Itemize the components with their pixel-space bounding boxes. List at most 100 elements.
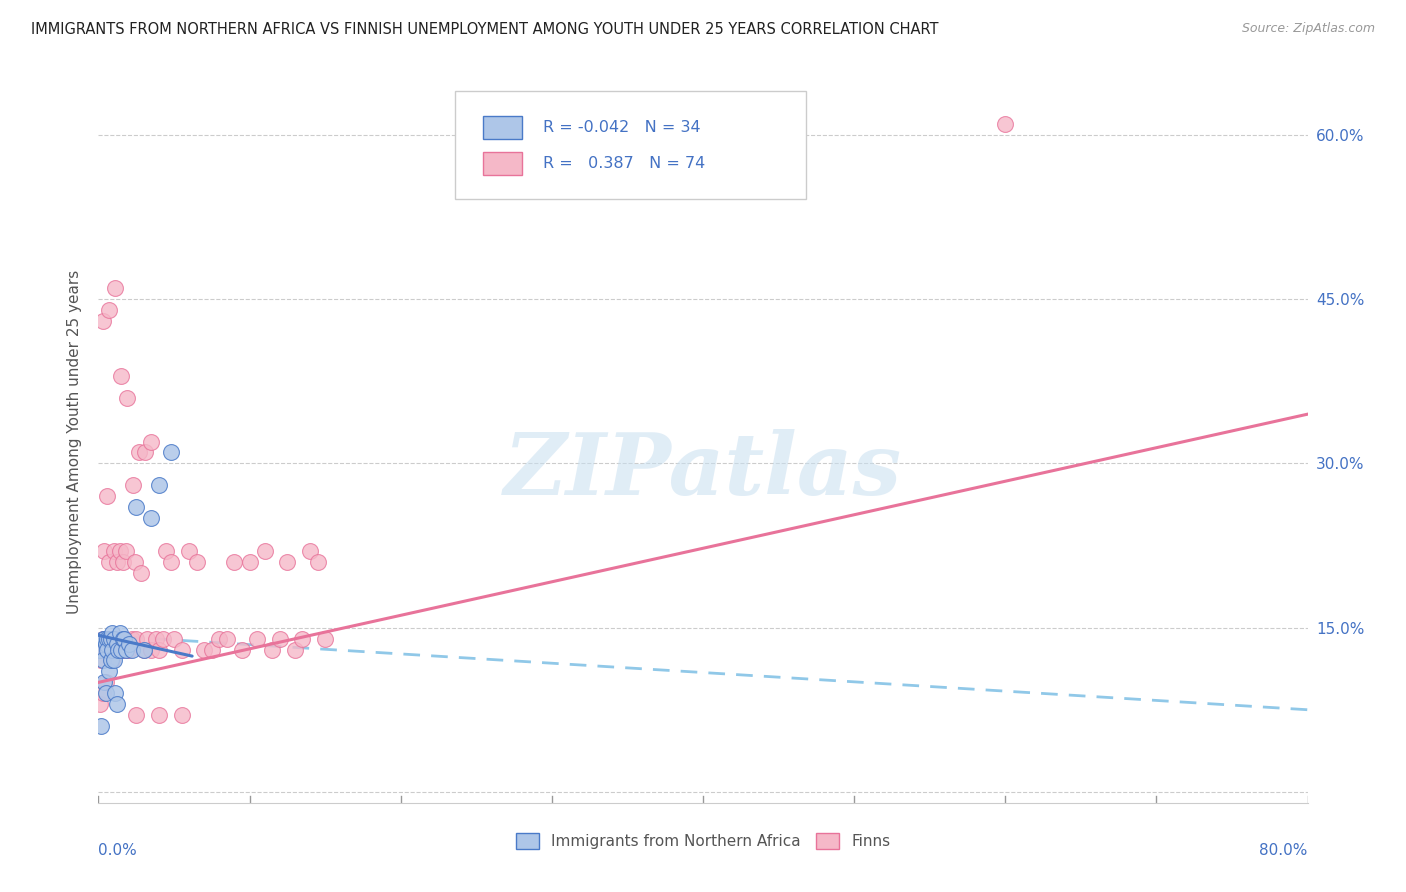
Legend: Immigrants from Northern Africa, Finns: Immigrants from Northern Africa, Finns xyxy=(508,825,898,856)
Point xyxy=(141,511,163,525)
Point xyxy=(215,632,238,646)
Point xyxy=(134,445,156,459)
Point xyxy=(132,642,155,657)
Point xyxy=(141,434,163,449)
FancyBboxPatch shape xyxy=(456,91,806,200)
Point xyxy=(163,632,186,646)
Point xyxy=(96,642,118,657)
Point xyxy=(186,555,208,569)
Point xyxy=(93,642,115,657)
Point xyxy=(90,719,112,733)
Point xyxy=(105,555,128,569)
Point xyxy=(148,642,170,657)
Point xyxy=(107,642,129,657)
Point xyxy=(93,675,115,690)
Point xyxy=(89,642,111,657)
FancyBboxPatch shape xyxy=(482,152,522,175)
Point xyxy=(114,544,136,558)
FancyBboxPatch shape xyxy=(482,116,522,139)
Point xyxy=(100,632,122,646)
Point xyxy=(125,708,148,723)
Text: 0.0%: 0.0% xyxy=(98,843,138,857)
Point xyxy=(170,708,193,723)
Point xyxy=(104,632,127,646)
Point xyxy=(239,555,262,569)
Point xyxy=(125,632,148,646)
Point xyxy=(125,500,148,515)
Point xyxy=(994,117,1017,131)
Point xyxy=(108,544,131,558)
Point xyxy=(262,642,284,657)
Point xyxy=(103,642,125,657)
Text: R =   0.387   N = 74: R = 0.387 N = 74 xyxy=(543,156,706,171)
Point xyxy=(98,555,121,569)
Point xyxy=(135,632,157,646)
Point xyxy=(94,686,117,700)
Point xyxy=(111,555,134,569)
Text: 80.0%: 80.0% xyxy=(1260,843,1308,857)
Point xyxy=(276,555,298,569)
Text: IMMIGRANTS FROM NORTHERN AFRICA VS FINNISH UNEMPLOYMENT AMONG YOUTH UNDER 25 YEA: IMMIGRANTS FROM NORTHERN AFRICA VS FINNI… xyxy=(31,22,938,37)
Point xyxy=(201,642,224,657)
Text: ZIPatlas: ZIPatlas xyxy=(503,429,903,512)
Point xyxy=(98,642,121,657)
Point xyxy=(121,632,143,646)
Point xyxy=(299,544,322,558)
Point xyxy=(94,675,117,690)
Point xyxy=(208,632,231,646)
Point xyxy=(179,544,201,558)
Point xyxy=(91,632,114,646)
Point xyxy=(110,642,132,657)
Point xyxy=(111,642,134,657)
Point xyxy=(111,632,134,646)
Point xyxy=(103,653,125,667)
Point xyxy=(112,632,135,646)
Point xyxy=(107,632,129,646)
Point xyxy=(104,686,127,700)
Point xyxy=(93,544,115,558)
Point xyxy=(103,632,125,646)
Point xyxy=(115,391,138,405)
Point xyxy=(96,642,118,657)
Point xyxy=(148,478,170,492)
Point xyxy=(160,445,183,459)
Point xyxy=(110,642,132,657)
Point xyxy=(231,642,253,657)
Point xyxy=(93,632,115,646)
Point xyxy=(101,653,124,667)
Point xyxy=(307,555,329,569)
Point xyxy=(122,478,145,492)
Point xyxy=(94,632,117,646)
Point xyxy=(141,642,163,657)
Point xyxy=(246,632,269,646)
Point xyxy=(129,566,152,580)
Point xyxy=(145,632,167,646)
Point xyxy=(224,555,246,569)
Point xyxy=(104,281,127,295)
Point xyxy=(103,544,125,558)
Point xyxy=(96,632,118,646)
Point xyxy=(132,642,155,657)
Point xyxy=(100,632,122,646)
Point xyxy=(107,642,129,657)
Point xyxy=(128,445,150,459)
Point xyxy=(105,637,128,651)
Point xyxy=(90,653,112,667)
Point xyxy=(118,637,141,651)
Point xyxy=(193,642,215,657)
Point xyxy=(160,555,183,569)
Point xyxy=(291,632,314,646)
Point xyxy=(91,632,114,646)
Point xyxy=(314,632,336,646)
Point xyxy=(89,698,111,712)
Point xyxy=(98,665,121,679)
Point xyxy=(118,642,141,657)
Point xyxy=(105,698,128,712)
Point xyxy=(96,489,118,503)
Point xyxy=(284,642,307,657)
Point xyxy=(269,632,291,646)
Point xyxy=(170,642,193,657)
Y-axis label: Unemployment Among Youth under 25 years: Unemployment Among Youth under 25 years xyxy=(67,269,83,614)
Point xyxy=(114,642,136,657)
Point xyxy=(110,368,132,383)
